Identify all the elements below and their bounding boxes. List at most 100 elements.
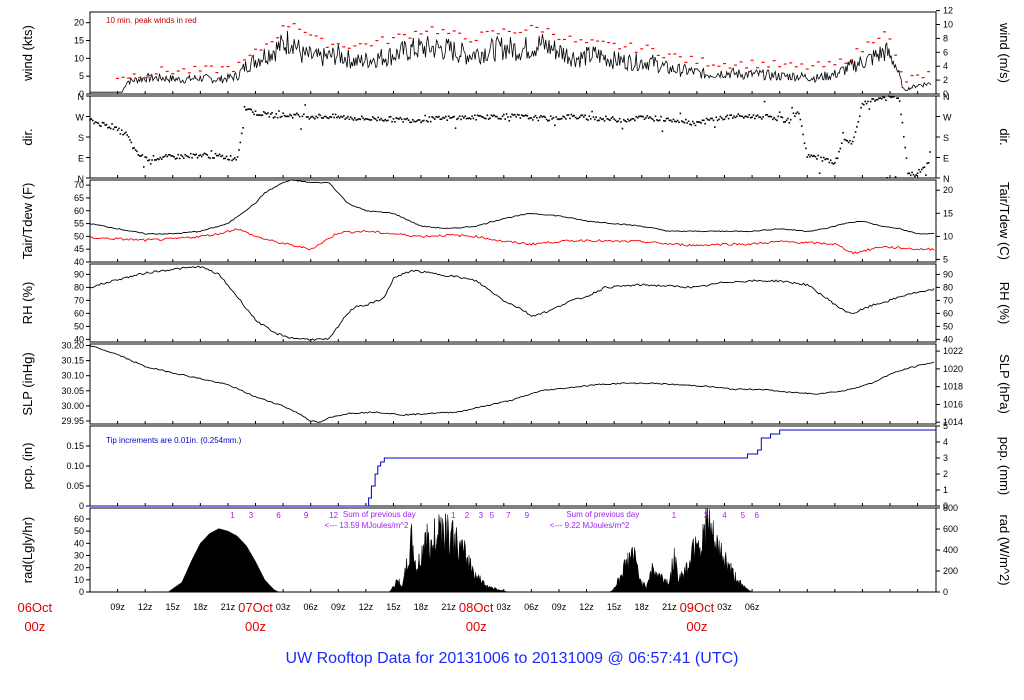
dir-point: [569, 117, 571, 120]
dir-point: [369, 119, 371, 121]
x-day-sublabel: 00z: [24, 619, 45, 634]
dir-point: [224, 157, 226, 160]
slp-ylabel-right: SLP (hPa): [997, 354, 1012, 414]
dir-point: [318, 113, 320, 116]
dir-point: [194, 154, 196, 156]
dir-point: [406, 117, 409, 120]
dir-point: [711, 117, 713, 120]
dir-point: [529, 117, 531, 119]
dir-point: [435, 115, 438, 118]
dir-point: [683, 121, 686, 124]
dir-point: [413, 120, 415, 123]
dir-point: [803, 142, 806, 144]
dir-point: [911, 171, 913, 174]
dir-point: [181, 155, 184, 158]
dir-point: [820, 156, 822, 159]
rad-ticklabel-right: 600: [943, 524, 958, 534]
dir-point: [886, 177, 889, 179]
dir-point: [363, 118, 366, 121]
wind-ticklabel-right: 0: [943, 89, 948, 99]
dir-point: [628, 120, 631, 122]
dir-point: [196, 157, 199, 159]
dir-point: [449, 117, 451, 119]
dir-point: [509, 115, 512, 118]
dir-point: [503, 113, 505, 116]
wind-ticklabel-right: 4: [943, 61, 948, 71]
dir-point: [97, 122, 100, 125]
dir-point: [838, 150, 840, 153]
dir-point: [127, 136, 130, 138]
dir-point: [762, 116, 764, 118]
dir-point: [257, 114, 260, 116]
dir-ticklabel-right: W: [943, 113, 952, 123]
dir-point: [480, 115, 483, 118]
dir-point: [893, 95, 895, 98]
dir-point: [446, 119, 449, 121]
wind-ticklabel-right: 6: [943, 47, 948, 57]
dir-point: [835, 157, 838, 160]
dir-point: [396, 117, 399, 120]
dir-point: [540, 115, 542, 117]
dir-point: [333, 116, 335, 119]
dir-point: [887, 95, 890, 97]
dir-point: [123, 132, 126, 135]
dir-point: [409, 121, 411, 124]
dir-point: [362, 117, 364, 119]
dir-point: [465, 117, 468, 120]
slp-ticklabel-right: 1018: [943, 382, 963, 392]
dir-point: [188, 156, 191, 159]
dir-point: [115, 126, 118, 128]
rh-ticklabel-left: 80: [74, 282, 84, 292]
rad-hour-marker: 9: [525, 511, 530, 520]
rad-area-day2: [388, 513, 509, 593]
dir-point: [166, 155, 169, 158]
dir-point: [411, 118, 414, 121]
dir-point: [383, 120, 385, 122]
dir-point: [287, 115, 290, 118]
dir-point: [531, 119, 534, 121]
dir-ticklabel-left: N: [78, 174, 85, 184]
dir-point: [672, 118, 675, 121]
rad-ticklabel-left: 60: [74, 514, 84, 524]
dir-point: [133, 147, 135, 149]
slp-ticklabel-right: 1014: [943, 417, 963, 427]
rad-hour-marker: 3: [479, 511, 484, 520]
dir-point: [423, 119, 425, 122]
pcp-ticklabel-left: 0.05: [66, 481, 84, 491]
dir-point: [355, 119, 358, 121]
wind-ticklabel-left: 5: [79, 71, 84, 81]
dir-point: [185, 155, 188, 157]
dir-point: [827, 158, 829, 160]
dir-point: [565, 118, 567, 120]
dir-point: [119, 133, 122, 135]
dir-point: [647, 117, 650, 119]
slp-ticklabel-right: 1016: [943, 399, 963, 409]
dir-point: [228, 159, 231, 161]
dir-point: [516, 113, 519, 116]
rad-ticklabel-left: 20: [74, 563, 84, 573]
dir-point: [403, 118, 406, 120]
dir-point: [734, 116, 737, 119]
dir-point: [634, 119, 636, 122]
temp-ylabel-left: Tair/Tdew (F): [20, 183, 35, 260]
dir-point: [629, 119, 632, 121]
dir-point: [374, 118, 377, 120]
x-tick-label: 12z: [359, 602, 374, 612]
dir-point: [276, 116, 279, 119]
dir-point: [864, 100, 866, 103]
dir-point: [131, 147, 134, 150]
dir-point: [348, 118, 351, 121]
dir-point: [227, 158, 229, 161]
dir-point: [894, 176, 897, 178]
dir-point: [427, 120, 429, 123]
rad-hour-marker: 6: [276, 511, 281, 520]
dir-point: [726, 114, 729, 117]
dir-point: [309, 116, 312, 119]
dir-point: [646, 115, 649, 117]
wind-ticklabel-left: 10: [74, 53, 84, 63]
dir-point: [733, 115, 735, 118]
dir-point: [451, 116, 454, 118]
dir-point: [861, 102, 864, 105]
rad-ticklabel-left: 50: [74, 526, 84, 536]
dir-point: [885, 99, 887, 102]
